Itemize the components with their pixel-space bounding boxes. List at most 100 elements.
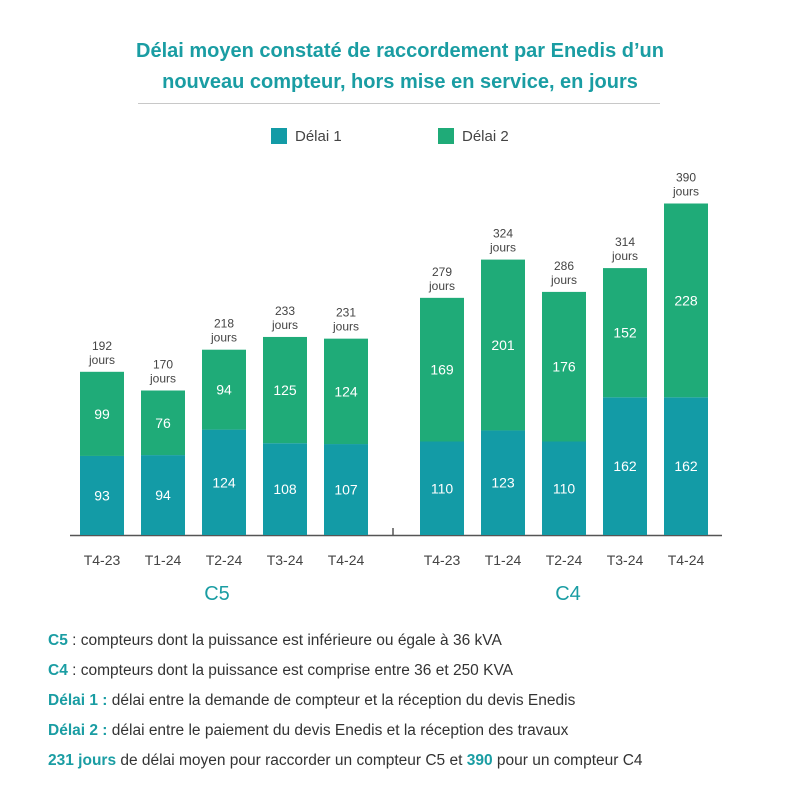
note-text: délai entre le paiement du devis Enedis …: [107, 722, 569, 739]
total-unit-label: jours: [428, 279, 455, 293]
bar-segment-delai-2: [603, 268, 647, 398]
chart-title-line-1: Délai moyen constaté de raccordement par…: [136, 40, 664, 62]
note-delai-1: Délai 1 : délai entre la demande de comp…: [48, 686, 643, 716]
bar-segment-delai-2: [80, 371, 124, 456]
x-tick-label: T4-24: [328, 552, 365, 568]
bar-segment-delai-1: [263, 443, 307, 535]
bar-segment-delai-2: [542, 291, 586, 442]
note-text: : compteurs dont la puissance est inféri…: [67, 632, 502, 649]
bar-segment-delai-1: [141, 455, 185, 535]
x-tick-label: T2-24: [206, 552, 243, 568]
data-label-delai-1: 108: [273, 481, 297, 497]
total-label: 314: [615, 235, 635, 249]
total-unit-label: jours: [550, 273, 577, 287]
data-label-delai-2: 124: [334, 383, 358, 399]
note-key: Délai 1 :: [48, 692, 108, 709]
total-label: 170: [153, 358, 173, 372]
title-divider: [138, 103, 660, 104]
x-tick-label: T1-24: [485, 552, 522, 568]
data-label-delai-1: 162: [674, 458, 698, 474]
total-unit-label: jours: [88, 353, 115, 367]
data-label-delai-2: 152: [613, 325, 637, 341]
data-label-delai-2: 169: [430, 362, 454, 378]
total-unit-label: jours: [332, 320, 359, 334]
note-text: : compteurs dont la puissance est compri…: [67, 662, 513, 679]
total-label: 324: [493, 227, 513, 241]
data-label-delai-1: 124: [212, 474, 236, 490]
bar-segment-delai-2: [324, 338, 368, 445]
data-label-delai-2: 201: [491, 337, 515, 353]
total-label: 286: [554, 259, 574, 273]
group-label-c4: C4: [555, 583, 581, 605]
total-label: 233: [275, 304, 295, 318]
note-text: délai entre la demande de compteur et la…: [107, 692, 576, 709]
data-label-delai-1: 123: [491, 475, 515, 491]
data-label-delai-1: 93: [94, 487, 110, 503]
bar-segment-delai-1: [80, 455, 124, 535]
total-unit-label: jours: [611, 249, 638, 263]
x-tick-label: T2-24: [546, 552, 583, 568]
note-c5: C5 : compteurs dont la puissance est inf…: [48, 626, 643, 656]
notes-block: C5 : compteurs dont la puissance est inf…: [48, 626, 643, 776]
bar-segment-delai-1: [603, 397, 647, 535]
x-tick-label: T3-24: [607, 552, 644, 568]
data-label-delai-2: 99: [94, 406, 110, 422]
total-label: 390: [676, 171, 696, 185]
summary-c4-value: 390: [466, 752, 493, 769]
legend-item-delai-2: Délai 2: [438, 126, 509, 146]
x-tick-label: T4-23: [424, 552, 461, 568]
bar-segment-delai-2: [141, 390, 185, 456]
total-label: 279: [432, 265, 452, 279]
summary-text-end: pour un compteur C4: [492, 752, 643, 769]
total-unit-label: jours: [672, 185, 699, 199]
x-tick-label: T4-24: [668, 552, 705, 568]
legend-swatch-delai-1: [271, 128, 287, 144]
legend-swatch-delai-2: [438, 128, 454, 144]
note-key: C5: [48, 632, 68, 649]
summary-c5-value: 231 jours: [48, 752, 117, 769]
data-label-delai-2: 94: [216, 382, 232, 398]
legend-label-delai-1: Délai 1: [295, 127, 342, 145]
total-unit-label: jours: [149, 372, 176, 386]
chart-title-line-2: nouveau compteur, hors mise en service, …: [162, 71, 638, 93]
total-unit-label: jours: [271, 318, 298, 332]
note-key: Délai 2 :: [48, 722, 108, 739]
data-label-delai-2: 228: [674, 292, 698, 308]
bar-segment-delai-2: [664, 203, 708, 398]
legend-label-delai-2: Délai 2: [462, 127, 509, 145]
bar-segment-delai-1: [420, 441, 464, 535]
data-label-delai-1: 94: [155, 487, 171, 503]
x-tick-label: T3-24: [267, 552, 304, 568]
summary-line: 231 jours de délai moyen pour raccorder …: [48, 746, 643, 776]
note-key: C4: [48, 662, 68, 679]
bar-segment-delai-2: [202, 349, 246, 430]
total-unit-label: jours: [489, 241, 516, 255]
bar-segment-delai-1: [542, 441, 586, 535]
bar-segment-delai-2: [263, 336, 307, 444]
data-label-delai-2: 76: [155, 415, 171, 431]
bar-segment-delai-1: [324, 444, 368, 535]
bar-segment-delai-1: [664, 397, 708, 535]
x-tick-label: T1-24: [145, 552, 182, 568]
data-label-delai-2: 176: [552, 359, 576, 375]
group-label-c5: C5: [204, 583, 230, 605]
data-label-delai-1: 110: [431, 480, 454, 496]
total-label: 192: [92, 339, 112, 353]
data-label-delai-1: 107: [334, 482, 358, 498]
bar-segment-delai-1: [202, 429, 246, 535]
chart-title: Délai moyen constaté de raccordement par…: [0, 36, 800, 98]
total-label: 218: [214, 317, 234, 331]
bar-segment-delai-2: [481, 259, 525, 431]
bar-segment-delai-2: [420, 297, 464, 442]
total-unit-label: jours: [210, 331, 237, 345]
data-label-delai-1: 162: [613, 458, 637, 474]
note-delai-2: Délai 2 : délai entre le paiement du dev…: [48, 716, 643, 746]
note-c4: C4 : compteurs dont la puissance est com…: [48, 656, 643, 686]
data-label-delai-1: 110: [553, 480, 576, 496]
legend-item-delai-1: Délai 1: [271, 126, 342, 146]
summary-text-mid: de délai moyen pour raccorder un compteu…: [116, 752, 467, 769]
total-label: 231: [336, 306, 356, 320]
x-tick-label: T4-23: [84, 552, 121, 568]
bar-segment-delai-1: [481, 430, 525, 535]
